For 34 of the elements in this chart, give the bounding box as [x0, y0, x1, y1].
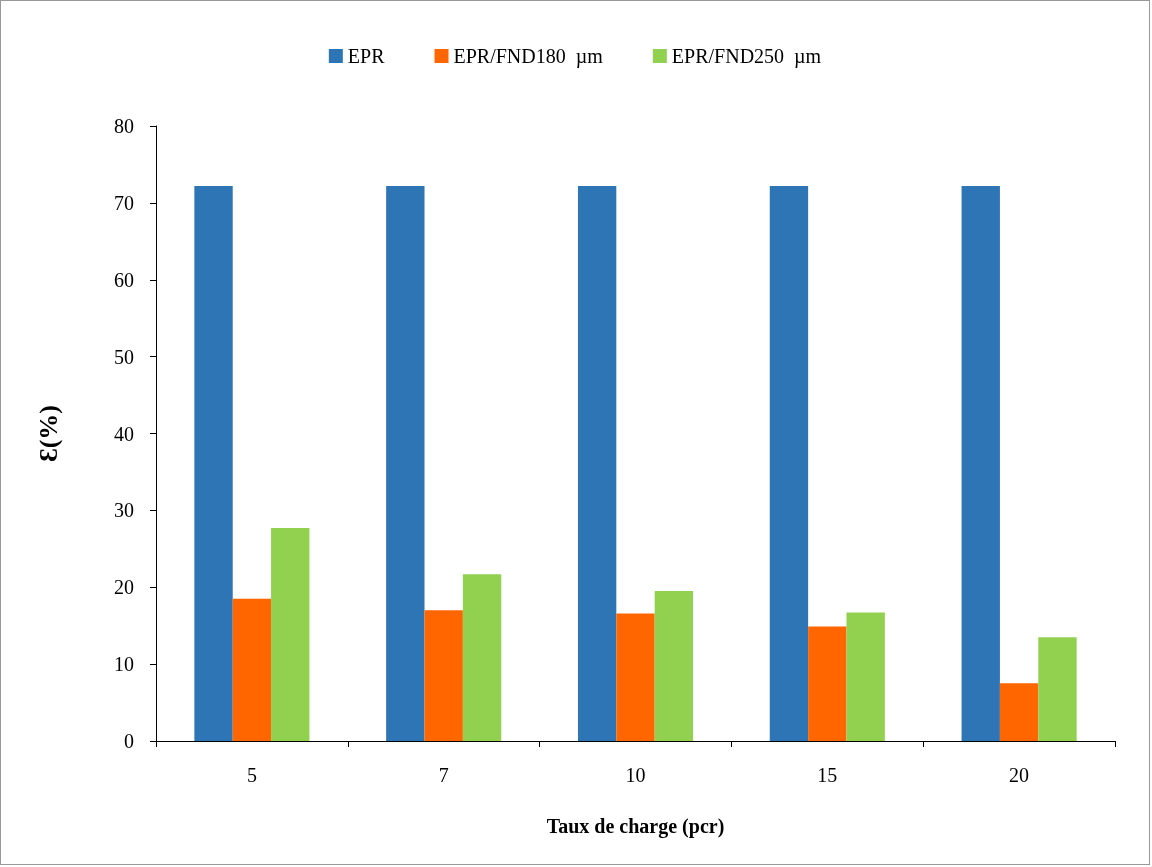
- y-tick-label: 60: [114, 268, 134, 291]
- y-axis-title: Ɛ(%): [33, 404, 63, 463]
- bar: [616, 613, 655, 741]
- bar: [846, 612, 885, 741]
- bar: [462, 574, 502, 741]
- bar: [654, 591, 694, 741]
- x-tick-label: 15: [817, 764, 838, 786]
- legend-label: EPR: [347, 45, 386, 67]
- y-tick-label: 50: [114, 345, 134, 368]
- y-tick-label: 10: [114, 653, 134, 676]
- bar: [1038, 637, 1077, 741]
- legend-label: EPR/FND250 µm: [671, 45, 822, 68]
- x-tick-label: 5: [246, 764, 257, 786]
- bar: [961, 185, 1000, 741]
- bar: [232, 598, 272, 741]
- bar: [424, 610, 463, 741]
- legend-label: EPR/FND180 µm: [453, 45, 604, 68]
- bar: [769, 185, 809, 741]
- bar: [808, 626, 847, 741]
- y-tick-label: 30: [114, 499, 134, 522]
- y-tick-label: 70: [114, 191, 134, 214]
- bar: [271, 528, 310, 741]
- y-tick-label: 80: [114, 115, 134, 137]
- bar: [386, 185, 425, 741]
- x-tick-label: 7: [438, 764, 449, 786]
- bar: [999, 683, 1039, 741]
- bar: [194, 185, 233, 741]
- x-tick-label: 10: [625, 764, 646, 786]
- y-tick-label: 0: [124, 730, 134, 752]
- x-tick-label: 20: [1009, 764, 1030, 786]
- y-tick-label: 40: [114, 422, 134, 445]
- bar: [577, 185, 617, 741]
- y-tick-label: 20: [114, 576, 134, 599]
- x-axis-title: Taux de charge (pcr): [546, 815, 725, 838]
